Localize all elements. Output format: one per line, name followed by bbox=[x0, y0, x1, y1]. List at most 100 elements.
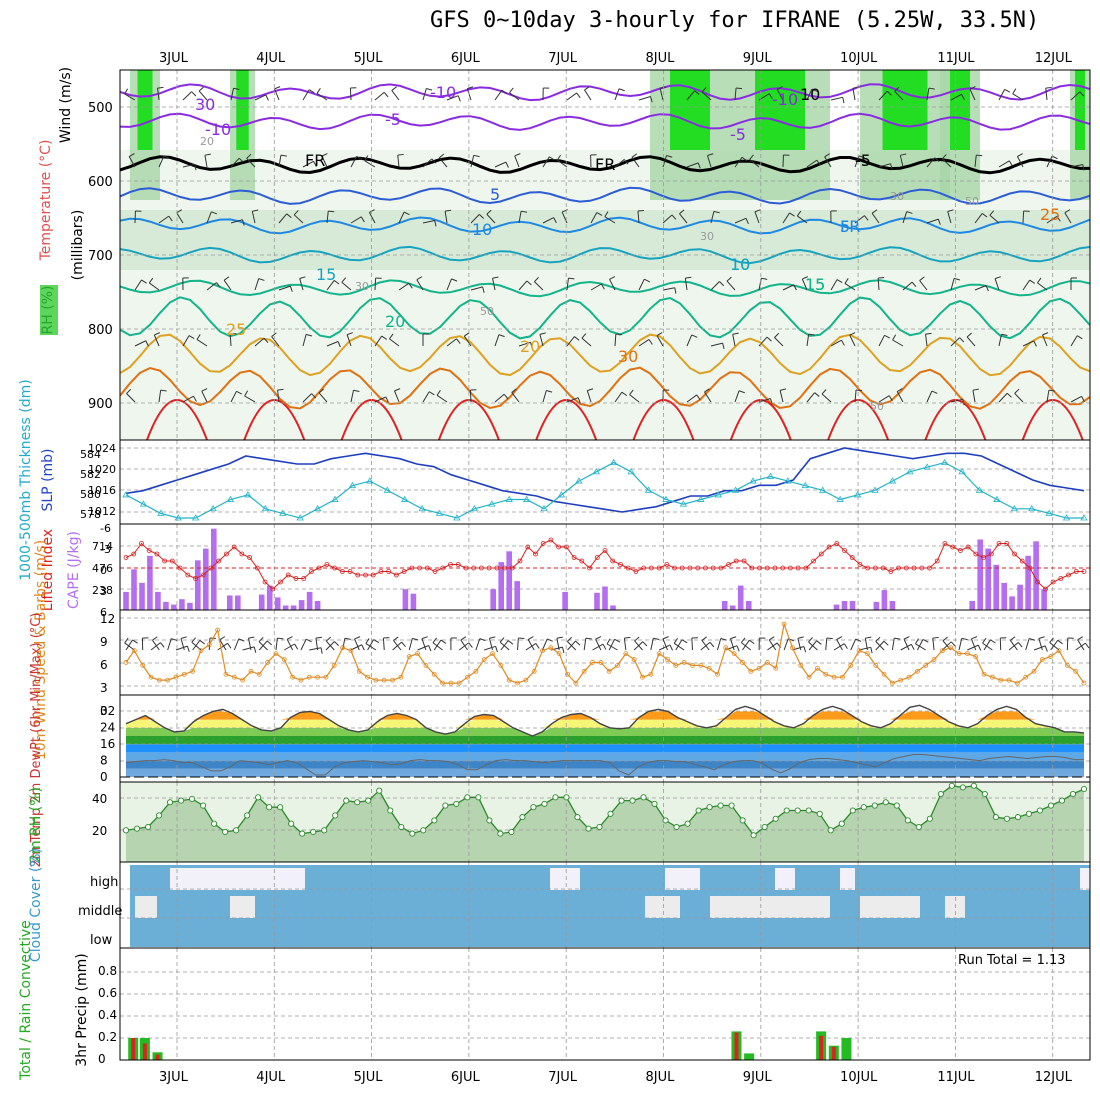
li-marker bbox=[386, 569, 392, 574]
wind-barb-flag bbox=[824, 153, 830, 158]
li-marker bbox=[679, 565, 685, 571]
rh-marker bbox=[904, 817, 911, 824]
temperature-contour bbox=[120, 279, 1090, 298]
wind-barb-flag bbox=[126, 388, 132, 394]
wind-barb bbox=[286, 639, 294, 651]
wind-barb-flag bbox=[994, 276, 1001, 280]
wind-barb-flag bbox=[492, 276, 499, 279]
wind-barb bbox=[854, 390, 857, 403]
li-marker bbox=[177, 565, 183, 571]
wind-barb bbox=[152, 639, 160, 651]
wind-barb bbox=[950, 93, 962, 101]
wind-barb-flag bbox=[941, 154, 947, 160]
contour-label: 30 bbox=[618, 347, 638, 366]
wind-barb bbox=[374, 277, 377, 291]
wind-barb bbox=[153, 334, 160, 347]
temperature-contour bbox=[120, 112, 1090, 131]
rh-marker bbox=[200, 802, 207, 809]
temperature-contour bbox=[120, 333, 1090, 377]
wind-barb bbox=[470, 214, 480, 224]
wind-barb bbox=[367, 639, 375, 651]
li-marker bbox=[239, 551, 245, 557]
li-marker bbox=[865, 565, 871, 571]
wind-barb bbox=[808, 641, 818, 651]
cape-bar bbox=[123, 591, 129, 610]
rh-marker bbox=[376, 787, 383, 794]
thickness-marker bbox=[157, 509, 165, 516]
contour-label: 20 bbox=[200, 135, 214, 148]
wind-barb-flag bbox=[911, 281, 917, 287]
wind-barb bbox=[614, 333, 617, 347]
temp-line bbox=[125, 704, 1085, 737]
wind-barb bbox=[446, 338, 457, 347]
wind-marker bbox=[948, 645, 954, 651]
wind-marker bbox=[165, 677, 171, 683]
rh-marker bbox=[651, 800, 658, 807]
wind-barb-flag bbox=[403, 211, 410, 216]
temp-color-band bbox=[126, 752, 1084, 761]
wind-barb-flag bbox=[595, 636, 602, 640]
wind-barb-flag bbox=[1008, 160, 1013, 167]
wind-barb bbox=[350, 390, 354, 403]
rh-marker bbox=[222, 828, 229, 836]
wind-barb-flag bbox=[953, 277, 961, 281]
wind-barb-flag bbox=[976, 154, 983, 157]
wind-barb-flag bbox=[313, 161, 317, 167]
wind-barb bbox=[854, 155, 860, 168]
cloud-middle-block bbox=[860, 896, 920, 918]
wind-barb bbox=[230, 219, 243, 224]
wind-tick: 9 bbox=[100, 635, 108, 649]
wind-barb bbox=[230, 88, 234, 101]
wind-marker bbox=[590, 660, 595, 665]
wind-marker bbox=[631, 657, 637, 662]
li-marker bbox=[1058, 576, 1064, 581]
wind-barb-flag bbox=[383, 91, 389, 98]
wind-marker bbox=[240, 677, 246, 683]
wind-barb bbox=[124, 93, 136, 101]
wind-barb bbox=[233, 638, 240, 651]
wind-barb-flag bbox=[233, 87, 240, 90]
wind-barb bbox=[229, 333, 232, 347]
wind-barb bbox=[779, 390, 784, 403]
wind-barb bbox=[341, 281, 352, 291]
wind-barb-flag bbox=[1082, 164, 1085, 171]
rh-marker bbox=[596, 823, 603, 831]
wind-barb bbox=[182, 163, 195, 168]
thickness-marker bbox=[906, 468, 914, 475]
rh-marker bbox=[299, 830, 306, 837]
date-label-top: 5JUL bbox=[354, 51, 384, 66]
rh-marker bbox=[343, 797, 350, 804]
wind-barb bbox=[891, 638, 895, 651]
wind-marker bbox=[573, 680, 579, 686]
wind-barb-flag bbox=[401, 641, 406, 647]
precip-tick: 0.2 bbox=[98, 1030, 117, 1044]
wind-barb bbox=[315, 638, 319, 651]
thickness-tick: 580 bbox=[80, 488, 101, 501]
wind-barb-flag bbox=[394, 388, 401, 392]
wind-barb bbox=[926, 88, 930, 101]
li-marker bbox=[339, 569, 345, 574]
li-marker bbox=[757, 565, 762, 571]
thickness-marker bbox=[1045, 509, 1053, 516]
wind-barb bbox=[389, 338, 400, 347]
wind-barb bbox=[244, 395, 256, 403]
rh-marker bbox=[629, 797, 636, 804]
wind-marker bbox=[806, 674, 812, 680]
rh-marker bbox=[486, 817, 493, 824]
contour-label: -5 bbox=[385, 110, 401, 129]
thickness-marker bbox=[731, 486, 740, 493]
thickness-marker bbox=[1028, 504, 1036, 512]
contour-label: 30 bbox=[890, 190, 904, 203]
wind-barb bbox=[734, 88, 737, 101]
wind-barb-flag bbox=[308, 89, 315, 94]
thickness-marker bbox=[435, 509, 444, 516]
wind-barb-flag bbox=[456, 338, 461, 344]
wind-barb-flag bbox=[148, 277, 154, 284]
rh-marker bbox=[552, 794, 559, 801]
li-marker bbox=[641, 565, 647, 571]
wind-barb-flag bbox=[577, 397, 581, 404]
li-marker bbox=[1050, 579, 1056, 585]
wind-barb bbox=[701, 91, 712, 101]
cloud-level-label: low bbox=[90, 933, 113, 948]
li-marker bbox=[409, 565, 415, 571]
